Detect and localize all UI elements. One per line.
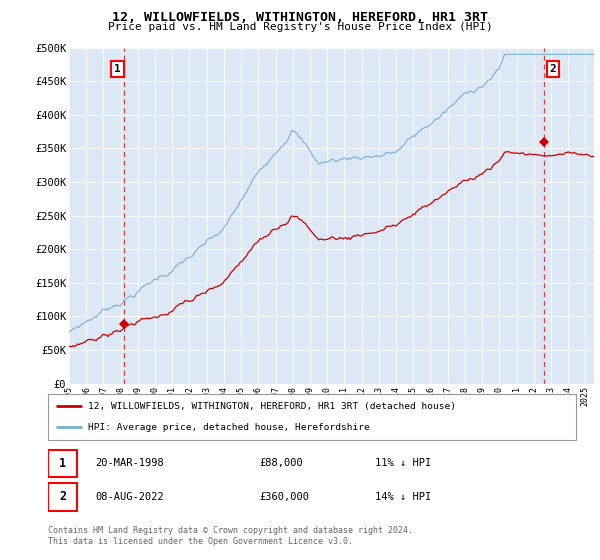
Text: 14% ↓ HPI: 14% ↓ HPI bbox=[376, 492, 431, 502]
Text: 2: 2 bbox=[59, 491, 66, 503]
Text: 12, WILLOWFIELDS, WITHINGTON, HEREFORD, HR1 3RT (detached house): 12, WILLOWFIELDS, WITHINGTON, HEREFORD, … bbox=[88, 402, 455, 410]
Text: HPI: Average price, detached house, Herefordshire: HPI: Average price, detached house, Here… bbox=[88, 423, 370, 432]
Text: 1: 1 bbox=[59, 457, 66, 470]
FancyBboxPatch shape bbox=[48, 483, 77, 511]
Text: £360,000: £360,000 bbox=[259, 492, 309, 502]
Text: 2: 2 bbox=[550, 64, 556, 74]
Text: Contains HM Land Registry data © Crown copyright and database right 2024.
This d: Contains HM Land Registry data © Crown c… bbox=[48, 526, 413, 546]
Text: 20-MAR-1998: 20-MAR-1998 bbox=[95, 459, 164, 468]
Text: 08-AUG-2022: 08-AUG-2022 bbox=[95, 492, 164, 502]
Text: Price paid vs. HM Land Registry's House Price Index (HPI): Price paid vs. HM Land Registry's House … bbox=[107, 22, 493, 32]
FancyBboxPatch shape bbox=[48, 394, 576, 440]
Text: £88,000: £88,000 bbox=[259, 459, 303, 468]
Text: 1: 1 bbox=[114, 64, 121, 74]
Text: 12, WILLOWFIELDS, WITHINGTON, HEREFORD, HR1 3RT: 12, WILLOWFIELDS, WITHINGTON, HEREFORD, … bbox=[112, 11, 488, 24]
FancyBboxPatch shape bbox=[48, 450, 77, 477]
Text: 11% ↓ HPI: 11% ↓ HPI bbox=[376, 459, 431, 468]
